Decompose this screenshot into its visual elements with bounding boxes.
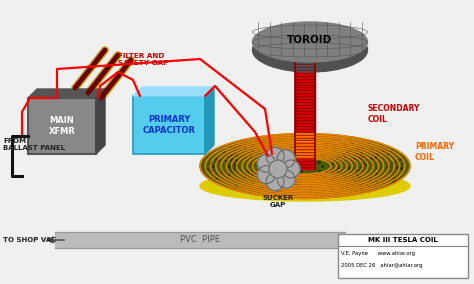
Bar — [133, 96, 205, 154]
Circle shape — [257, 166, 275, 184]
Circle shape — [269, 160, 287, 178]
Text: MAIN
XFMR: MAIN XFMR — [48, 116, 75, 136]
Text: PRIMARY
CAPACITOR: PRIMARY CAPACITOR — [143, 115, 195, 135]
Circle shape — [282, 160, 300, 178]
Text: V.E. Payne      www.ahiar.org: V.E. Payne www.ahiar.org — [341, 250, 415, 256]
Text: 2005 DEC 26   ahiar@ahiar.org: 2005 DEC 26 ahiar@ahiar.org — [341, 262, 422, 268]
Bar — [295, 56, 315, 169]
Circle shape — [277, 150, 295, 168]
Polygon shape — [205, 87, 214, 154]
Text: TOROID: TOROID — [287, 35, 333, 45]
Ellipse shape — [200, 171, 410, 201]
Text: FILTER AND
SAFETY GAP: FILTER AND SAFETY GAP — [118, 53, 168, 66]
Ellipse shape — [253, 28, 367, 72]
Ellipse shape — [200, 133, 410, 199]
Polygon shape — [96, 89, 105, 154]
Text: PVC  PIPE: PVC PIPE — [180, 235, 220, 245]
Circle shape — [277, 170, 295, 188]
Circle shape — [257, 154, 275, 172]
Bar — [28, 98, 96, 154]
Ellipse shape — [253, 22, 367, 62]
Text: SUCKER
GAP: SUCKER GAP — [263, 195, 293, 208]
Polygon shape — [28, 89, 105, 98]
Text: TO SHOP VAC: TO SHOP VAC — [3, 237, 56, 243]
Text: PRIMARY
COIL: PRIMARY COIL — [415, 142, 454, 162]
Bar — [55, 232, 345, 248]
Text: SECONDARY
COIL: SECONDARY COIL — [368, 104, 420, 124]
Text: FROM
BALLAST PANEL: FROM BALLAST PANEL — [3, 137, 65, 151]
Text: MK III TESLA COIL: MK III TESLA COIL — [368, 237, 438, 243]
Bar — [338, 234, 468, 278]
Circle shape — [266, 173, 284, 191]
Circle shape — [266, 147, 284, 165]
Polygon shape — [133, 87, 214, 96]
